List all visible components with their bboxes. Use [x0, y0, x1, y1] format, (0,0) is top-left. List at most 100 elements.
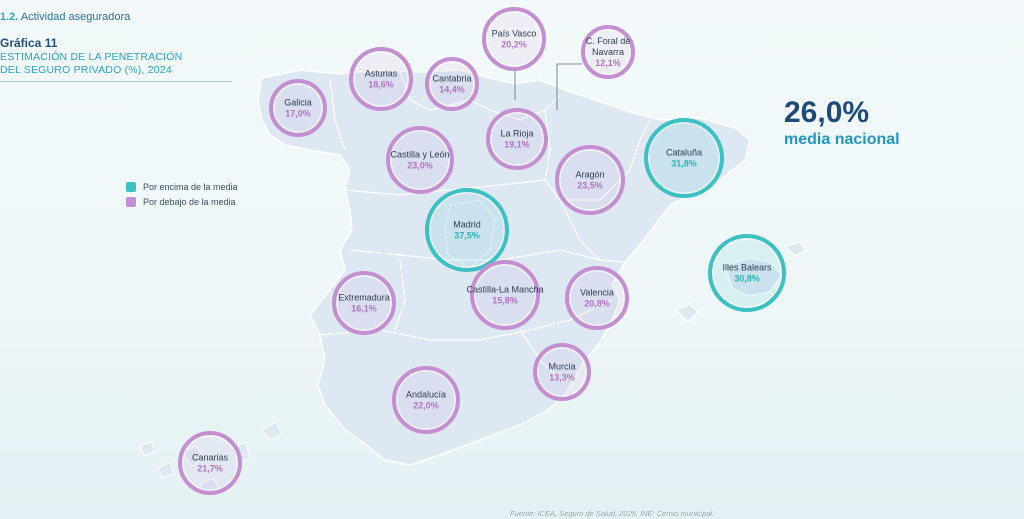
- section-heading: 1.2. Actividad aseguradora: [0, 11, 130, 23]
- region-name-pais-vasco: País Vasco: [492, 29, 537, 39]
- region-label-andalucia: Andalucía 22,0%: [406, 390, 446, 411]
- section-number: 1.2.: [0, 11, 19, 23]
- menorca-shape: [783, 241, 808, 257]
- region-bubble-asturias: Asturias 18,6%: [349, 47, 413, 111]
- region-circle-extremadura: [332, 271, 396, 335]
- region-circle-pais-vasco: [482, 7, 546, 71]
- region-circle-c-foral-de-navarra: [581, 25, 635, 79]
- region-bubble-cantabria: Cantabria 14,4%: [425, 57, 479, 111]
- region-bubble-canarias: Canarias 21,7%: [178, 431, 242, 495]
- region-name-andalucia: Andalucía: [406, 390, 446, 400]
- region-label-cataluna: Cataluña 31,8%: [666, 148, 702, 169]
- region-circle-highlight-valencia: [569, 270, 625, 326]
- region-name-madrid: Madrid: [453, 220, 481, 230]
- region-circle-galicia: [269, 79, 327, 137]
- region-circle-highlight-cantabria: [429, 61, 475, 107]
- region-value-c-foral-de-navarra: 12,1%: [595, 58, 621, 68]
- figure-title-line-2: DEL SEGURO PRIVADO (%), 2024: [0, 64, 172, 76]
- region-bubble-la-rioja: La Rioja 19,1%: [486, 108, 548, 170]
- region-label-extremadura: Extremadura 16,1%: [338, 293, 390, 314]
- region-label-c-foral-de-navarra: C. Foral de Navarra 12,1%: [586, 36, 631, 68]
- canary-island-2: [157, 461, 175, 479]
- region-value-la-rioja: 19,1%: [504, 140, 530, 150]
- region-value-extremadura: 16,1%: [351, 304, 377, 314]
- region-circle-highlight-canarias: [182, 435, 238, 491]
- legend-swatch-below: [126, 196, 136, 207]
- region-value-madrid: 37,5%: [454, 231, 480, 241]
- region-bubble-galicia: Galicia 17,0%: [269, 79, 327, 137]
- ibiza-shape: [674, 303, 700, 324]
- region-bubble-madrid: Madrid 37,5%: [425, 188, 509, 272]
- region-name-castilla-la-mancha: Castilla-La Mancha: [466, 285, 543, 295]
- legend-label-below: Por debajo de la media: [143, 196, 236, 207]
- figure-title: ESTIMACIÓN DE LA PENETRACIÓN DEL SEGURO …: [0, 51, 182, 77]
- region-circle-highlight-madrid: [429, 192, 505, 268]
- region-label-valencia: Valencia 20,8%: [580, 288, 614, 309]
- canary-island-1: [139, 441, 155, 457]
- region-label-la-rioja: La Rioja 19,1%: [500, 129, 533, 150]
- header-divider: [0, 81, 232, 82]
- leader-lines: [514, 63, 582, 110]
- region-name-aragon: Aragón: [575, 170, 604, 180]
- region-value-illes-balears: 30,8%: [734, 274, 760, 284]
- region-circle-highlight-asturias: [353, 51, 409, 107]
- region-bubble-aragon: Aragón 23,5%: [555, 145, 625, 215]
- region-circle-asturias: [349, 47, 413, 111]
- region-name-c-foral-de-navarra-1: C. Foral de: [586, 36, 631, 46]
- region-value-valencia: 20,8%: [584, 299, 610, 309]
- region-circle-highlight-cataluna: [648, 122, 720, 194]
- region-circle-highlight-la-rioja: [490, 112, 544, 166]
- region-name-asturias: Asturias: [365, 69, 398, 79]
- region-name-c-foral-de-navarra-2: Navarra: [592, 47, 624, 57]
- region-bubbles: Galicia 17,0% Asturias 18,6% Cantabria 14,4% P…: [178, 7, 786, 495]
- region-circle-cataluna: [644, 118, 724, 198]
- region-circle-highlight-galicia: [273, 83, 323, 133]
- region-bubble-pais-vasco: País Vasco 20,2%: [482, 7, 546, 71]
- legend-label-above: Por encima de la media: [143, 181, 238, 192]
- region-value-asturias: 18,6%: [368, 80, 394, 90]
- region-value-galicia: 17,0%: [285, 109, 311, 119]
- region-circle-madrid: [425, 188, 509, 272]
- region-circle-cantabria: [425, 57, 479, 111]
- region-name-valencia: Valencia: [580, 288, 614, 298]
- region-circle-highlight-castilla-y-leon: [390, 130, 450, 190]
- national-average-value: 26,0%: [784, 96, 870, 129]
- region-value-cantabria: 14,4%: [439, 85, 465, 95]
- region-label-canarias: Canarias 21,7%: [192, 453, 229, 474]
- legend-item-above: Por encima de la media: [126, 179, 238, 194]
- region-name-murcia: Murcia: [548, 362, 575, 372]
- region-label-asturias: Asturias 18,6%: [365, 69, 398, 90]
- region-bubble-illes-balears: Illes Balears 30,8%: [708, 234, 786, 312]
- figure-title-line-1: ESTIMACIÓN DE LA PENETRACIÓN: [0, 51, 183, 63]
- region-bubble-cataluna: Cataluña 31,8%: [644, 118, 724, 198]
- region-label-murcia: Murcia 13,3%: [548, 362, 575, 383]
- region-label-castilla-y-leon: Castilla y León 23,0%: [390, 150, 449, 171]
- figure-label: Gráfica 11: [0, 36, 58, 50]
- region-bubble-castilla-la-mancha: Castilla-La Mancha 15,8%: [466, 260, 544, 330]
- canary-island-6: [261, 421, 283, 441]
- region-label-aragon: Aragón 23,5%: [575, 170, 604, 191]
- region-value-pais-vasco: 20,2%: [501, 40, 527, 50]
- region-circle-highlight-castilla-la-mancha: [474, 264, 536, 326]
- region-value-andalucia: 22,0%: [413, 401, 439, 411]
- region-name-cantabria: Cantabria: [432, 74, 471, 84]
- region-bubble-c-foral-de-navarra: C. Foral de Navarra 12,1%: [581, 25, 635, 79]
- national-average-label: media nacional: [784, 131, 900, 148]
- region-circle-murcia: [533, 343, 591, 401]
- region-label-pais-vasco: País Vasco 20,2%: [492, 29, 537, 50]
- region-label-castilla-la-mancha: Castilla-La Mancha 15,8%: [466, 285, 543, 306]
- region-circle-la-rioja: [486, 108, 548, 170]
- region-bubble-valencia: Valencia 20,8%: [565, 266, 629, 330]
- region-bubble-extremadura: Extremadura 16,1%: [332, 271, 396, 335]
- region-circle-highlight-aragon: [559, 149, 621, 211]
- region-value-castilla-la-mancha: 15,8%: [492, 296, 518, 306]
- region-circle-highlight-pais-vasco: [486, 11, 542, 67]
- region-label-galicia: Galicia 17,0%: [284, 98, 312, 119]
- mallorca-shape: [724, 257, 783, 297]
- region-bubble-castilla-y-leon: Castilla y León 23,0%: [386, 126, 454, 194]
- region-circle-illes-balears: [708, 234, 786, 312]
- region-value-castilla-y-leon: 23,0%: [407, 161, 433, 171]
- region-name-galicia: Galicia: [284, 98, 312, 108]
- region-circle-aragon: [555, 145, 625, 215]
